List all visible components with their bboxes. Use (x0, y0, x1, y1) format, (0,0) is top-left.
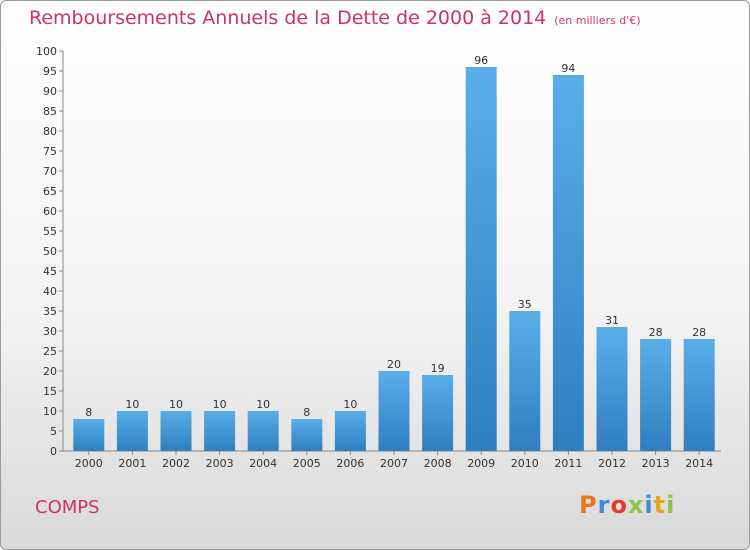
y-tick-label: 0 (50, 445, 57, 458)
y-tick-label: 80 (43, 125, 57, 138)
y-tick-label: 60 (43, 205, 57, 218)
bar (291, 419, 323, 451)
x-tick-label: 2008 (424, 457, 452, 470)
bar (640, 339, 672, 451)
x-tick-label: 2011 (554, 457, 582, 470)
bar (465, 67, 497, 451)
data-label: 19 (431, 362, 445, 375)
x-tick-label: 2006 (336, 457, 364, 470)
y-tick-label: 75 (43, 145, 57, 158)
data-label: 20 (387, 358, 401, 371)
y-tick-label: 55 (43, 225, 57, 238)
x-tick-label: 2014 (685, 457, 713, 470)
data-label: 8 (85, 406, 92, 419)
y-tick-label: 40 (43, 285, 57, 298)
x-tick-label: 2001 (118, 457, 146, 470)
y-tick-label: 70 (43, 165, 57, 178)
bars: 8 10 10 10 10 8 10 20 19 96 35 94 31 28 28 (73, 54, 715, 451)
x-tick-label: 2005 (293, 457, 321, 470)
bar (73, 419, 105, 451)
y-tick-label: 100 (36, 45, 57, 58)
y-tick-label: 15 (43, 385, 57, 398)
y-tick-label: 30 (43, 325, 57, 338)
title-block: Remboursements Annuels de la Dette de 20… (29, 7, 641, 29)
y-tick-label: 25 (43, 345, 57, 358)
data-label: 10 (343, 398, 357, 411)
bar (378, 371, 410, 451)
bar (422, 375, 454, 451)
x-tick-label: 2009 (467, 457, 495, 470)
bar (204, 411, 236, 451)
x-tick-label: 2003 (206, 457, 234, 470)
bar (683, 339, 715, 451)
logo-letter: t (653, 491, 667, 519)
chart-title: Remboursements Annuels de la Dette de 20… (29, 7, 547, 29)
data-label: 31 (605, 314, 619, 327)
chart-subtitle: (en milliers d'€) (554, 14, 641, 27)
bar (247, 411, 279, 451)
y-tick-label: 95 (43, 65, 57, 78)
data-label: 35 (518, 298, 532, 311)
y-tick-label: 5 (50, 425, 57, 438)
logo-letter: x (627, 491, 645, 519)
y-tick-label: 35 (43, 305, 57, 318)
bar (509, 311, 541, 451)
x-tick-label: 2007 (380, 457, 408, 470)
data-label: 10 (213, 398, 227, 411)
proxiti-logo[interactable]: Proxiti (579, 491, 675, 519)
x-tick-label: 2004 (249, 457, 277, 470)
bar (334, 411, 366, 451)
logo-letter: o (610, 491, 628, 519)
x-tick-label: 2012 (598, 457, 626, 470)
logo-letter: r (597, 491, 611, 519)
bar (116, 411, 148, 451)
y-tick-label: 50 (43, 245, 57, 258)
bar (552, 75, 584, 451)
y-tick-label: 85 (43, 105, 57, 118)
data-label: 94 (561, 62, 575, 75)
logo-letter: P (579, 491, 598, 519)
y-tick-label: 20 (43, 365, 57, 378)
logo-letter: i (644, 491, 654, 519)
data-label: 10 (169, 398, 183, 411)
commune-name: COMPS (35, 497, 100, 518)
data-label: 8 (303, 406, 310, 419)
y-tick-label: 10 (43, 405, 57, 418)
x-tick-label: 2002 (162, 457, 190, 470)
bar (596, 327, 628, 451)
x-tick-label: 2000 (75, 457, 103, 470)
logo-letter: i (666, 491, 676, 519)
bar (160, 411, 192, 451)
y-tick-label: 65 (43, 185, 57, 198)
data-label: 28 (692, 326, 706, 339)
x-tick-label: 2010 (511, 457, 539, 470)
x-tick-label: 2013 (642, 457, 670, 470)
data-label: 28 (649, 326, 663, 339)
data-label: 10 (256, 398, 270, 411)
y-tick-label: 45 (43, 265, 57, 278)
y-tick-label: 90 (43, 85, 57, 98)
data-label: 10 (125, 398, 139, 411)
data-label: 96 (474, 54, 488, 67)
